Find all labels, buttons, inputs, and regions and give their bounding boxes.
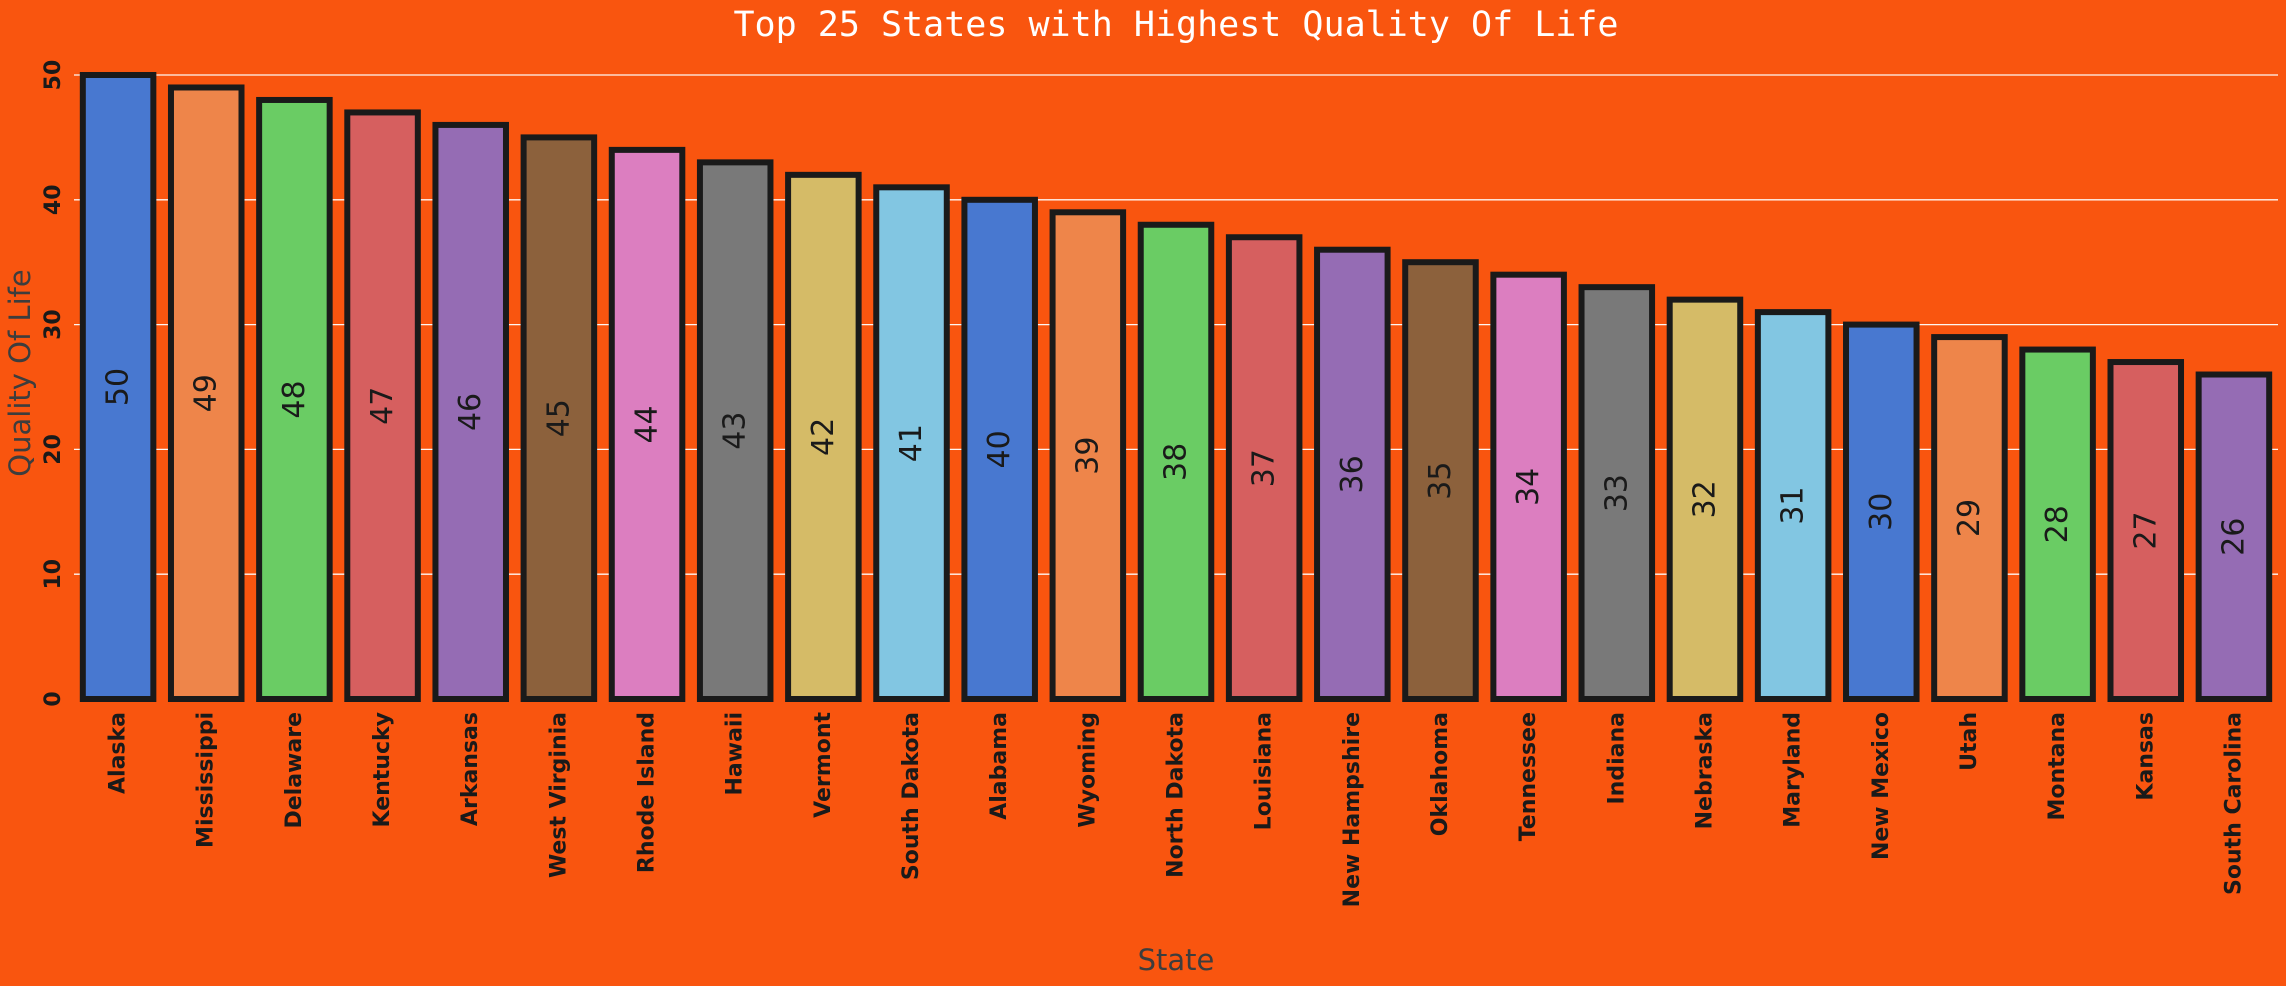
x-tick-label: Kentucky — [370, 712, 395, 827]
bar — [1402, 259, 1479, 702]
bar — [1225, 234, 1303, 703]
bar-value-label: 26 — [2216, 518, 2251, 556]
bar-value-label: 47 — [365, 387, 400, 425]
bar — [1314, 246, 1391, 702]
x-tick-label: Alabama — [987, 712, 1012, 820]
bars — [79, 72, 2273, 703]
bar-value-label: 33 — [1599, 474, 1634, 512]
x-tick-label: South Carolina — [2221, 712, 2246, 895]
x-tick-label: Rhode Island — [635, 712, 660, 873]
x-tick-label: Kansas — [2133, 712, 2158, 801]
bar — [608, 146, 686, 702]
bar — [1137, 221, 1215, 702]
x-tick-label: Mississippi — [194, 712, 219, 848]
x-tick-label: Oklahoma — [1428, 712, 1453, 836]
x-axis-label: State — [1138, 943, 1215, 977]
x-tick-label: Vermont — [811, 712, 836, 818]
bar-value-label: 38 — [1159, 443, 1194, 481]
y-tick-label: 50 — [41, 60, 66, 91]
bar-value-label: 40 — [982, 430, 1017, 468]
x-tick-label: Maryland — [1781, 712, 1806, 828]
x-tick-label: Indiana — [1604, 712, 1629, 805]
x-tick-label: West Virginia — [546, 712, 571, 878]
y-tick-label: 20 — [41, 434, 66, 465]
y-tick-label: 0 — [41, 691, 66, 706]
bar-value-label: 34 — [1511, 468, 1546, 506]
x-tick-label: North Dakota — [1164, 712, 1189, 878]
bar — [344, 109, 421, 702]
bar — [1843, 321, 1920, 702]
bar — [873, 184, 950, 702]
x-tick-label: Louisiana — [1252, 712, 1277, 830]
x-tick-label: Montana — [2045, 712, 2070, 821]
bar — [1931, 334, 2008, 702]
bar-value-label: 28 — [2040, 505, 2075, 543]
x-tick-label: New Hampshire — [1340, 712, 1365, 907]
bar — [1490, 271, 1567, 702]
bar — [1049, 209, 1127, 702]
bar-value-label: 41 — [894, 424, 929, 462]
x-tick-label: Hawaii — [723, 712, 748, 796]
x-tick-label: Delaware — [282, 712, 307, 829]
x-tick-label: Tennessee — [1516, 712, 1541, 841]
bar-value-label: 29 — [1952, 499, 1987, 537]
bar — [961, 196, 1038, 703]
x-axis-ticks: Alaska Mississippi Delaware Kentucky Arkansa… — [106, 712, 2247, 908]
bar — [785, 171, 862, 702]
bar-value-label: 30 — [1864, 493, 1899, 531]
bar — [1578, 284, 1656, 702]
bar-value-label: 37 — [1247, 449, 1282, 487]
y-tick-label: 10 — [41, 559, 66, 590]
x-tick-label: New Mexico — [1869, 712, 1894, 860]
bar-value-label: 45 — [541, 399, 576, 437]
y-axis-label: Quality Of Life — [3, 269, 37, 476]
bar-value-label: 42 — [806, 418, 841, 456]
bar-value-label: 44 — [630, 405, 665, 443]
x-tick-label: Arkansas — [458, 712, 483, 826]
bar-value-label: 49 — [189, 374, 224, 412]
bar — [256, 96, 333, 702]
bar — [2195, 371, 2273, 702]
y-tick-label: 30 — [41, 309, 66, 340]
bar-value-label: 31 — [1776, 486, 1811, 524]
bar-value-label: 36 — [1335, 455, 1370, 493]
bar-value-label: 35 — [1423, 462, 1458, 500]
bar-value-label: 32 — [1687, 480, 1722, 518]
x-tick-label: Wyoming — [1075, 712, 1100, 828]
bar-value-label: 27 — [2128, 511, 2163, 549]
bar — [432, 121, 509, 703]
bar — [2019, 346, 2096, 702]
bar — [520, 134, 598, 702]
bar-value-labels: 50 49 48 47 46 45 44 43 42 41 40 39 38 37 36 35 34 33 32 31… — [101, 368, 2252, 556]
y-axis-ticks: 0 10 20 30 40 50 — [41, 60, 66, 707]
bar-value-label: 43 — [718, 412, 753, 450]
bar — [2107, 359, 2185, 702]
x-tick-label: Utah — [1957, 712, 1982, 771]
bar-value-label: 39 — [1070, 437, 1105, 475]
bar-value-label: 50 — [101, 368, 136, 406]
chart-title: Top 25 States with Highest Quality Of Li… — [733, 5, 1618, 45]
bar-value-label: 48 — [277, 380, 312, 418]
bar — [167, 84, 245, 703]
x-tick-label: Alaska — [106, 712, 131, 794]
y-tick-label: 40 — [41, 184, 66, 215]
bar-value-label: 46 — [453, 393, 488, 431]
x-tick-label: Nebraska — [1692, 712, 1717, 829]
x-tick-label: South Dakota — [899, 712, 924, 880]
bar — [696, 159, 774, 703]
bar — [1754, 309, 1832, 702]
bar — [1666, 296, 1744, 702]
bar — [79, 72, 157, 702]
